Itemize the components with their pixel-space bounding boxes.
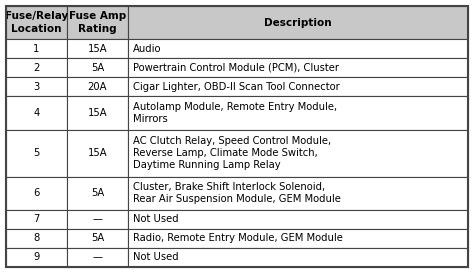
Text: 6: 6 <box>33 188 40 198</box>
Bar <box>67 229 128 248</box>
Text: Description: Description <box>264 17 332 28</box>
Text: 1: 1 <box>33 44 40 54</box>
Bar <box>67 6 128 39</box>
Text: Audio: Audio <box>133 44 162 54</box>
Text: 15A: 15A <box>88 148 107 158</box>
Bar <box>67 130 128 177</box>
Bar <box>6 96 67 130</box>
Bar <box>128 229 468 248</box>
Bar <box>6 39 67 58</box>
Text: Powertrain Control Module (PCM), Cluster: Powertrain Control Module (PCM), Cluster <box>133 63 339 73</box>
Bar <box>128 39 468 58</box>
Bar <box>6 177 67 210</box>
Text: Cigar Lighter, OBD-II Scan Tool Connector: Cigar Lighter, OBD-II Scan Tool Connecto… <box>133 82 340 92</box>
Text: AC Clutch Relay, Speed Control Module,
Reverse Lamp, Climate Mode Switch,
Daytim: AC Clutch Relay, Speed Control Module, R… <box>133 136 331 170</box>
Bar <box>67 58 128 77</box>
Text: 5A: 5A <box>91 188 104 198</box>
Bar <box>6 130 67 177</box>
Text: 9: 9 <box>33 253 40 262</box>
Text: Not Used: Not Used <box>133 253 179 262</box>
Text: 4: 4 <box>33 108 40 118</box>
Bar <box>67 210 128 229</box>
Bar <box>6 77 67 96</box>
Text: —: — <box>92 214 102 224</box>
Bar <box>128 177 468 210</box>
Text: Radio, Remote Entry Module, GEM Module: Radio, Remote Entry Module, GEM Module <box>133 233 343 243</box>
Bar <box>67 177 128 210</box>
Bar <box>6 58 67 77</box>
Bar <box>6 229 67 248</box>
Bar <box>128 58 468 77</box>
Text: 2: 2 <box>33 63 40 73</box>
Text: 5A: 5A <box>91 63 104 73</box>
Bar <box>128 77 468 96</box>
Text: 15A: 15A <box>88 108 107 118</box>
Text: 7: 7 <box>33 214 40 224</box>
Bar <box>128 96 468 130</box>
Bar <box>67 39 128 58</box>
Text: 15A: 15A <box>88 44 107 54</box>
Text: 8: 8 <box>33 233 40 243</box>
Text: 5: 5 <box>33 148 40 158</box>
Bar <box>6 6 67 39</box>
Bar <box>67 77 128 96</box>
Bar <box>67 96 128 130</box>
Text: 3: 3 <box>33 82 40 92</box>
Bar <box>6 248 67 267</box>
Text: Fuse Amp
Rating: Fuse Amp Rating <box>69 11 126 34</box>
Bar <box>67 248 128 267</box>
Text: Autolamp Module, Remote Entry Module,
Mirrors: Autolamp Module, Remote Entry Module, Mi… <box>133 102 337 124</box>
Text: 5A: 5A <box>91 233 104 243</box>
Text: 20A: 20A <box>88 82 107 92</box>
Bar <box>128 6 468 39</box>
Text: Cluster, Brake Shift Interlock Solenoid,
Rear Air Suspension Module, GEM Module: Cluster, Brake Shift Interlock Solenoid,… <box>133 182 341 204</box>
Bar <box>128 210 468 229</box>
Text: Fuse/Relay
Location: Fuse/Relay Location <box>5 11 68 34</box>
Bar <box>6 210 67 229</box>
Bar <box>128 130 468 177</box>
Text: Not Used: Not Used <box>133 214 179 224</box>
Text: —: — <box>92 253 102 262</box>
Bar <box>128 248 468 267</box>
